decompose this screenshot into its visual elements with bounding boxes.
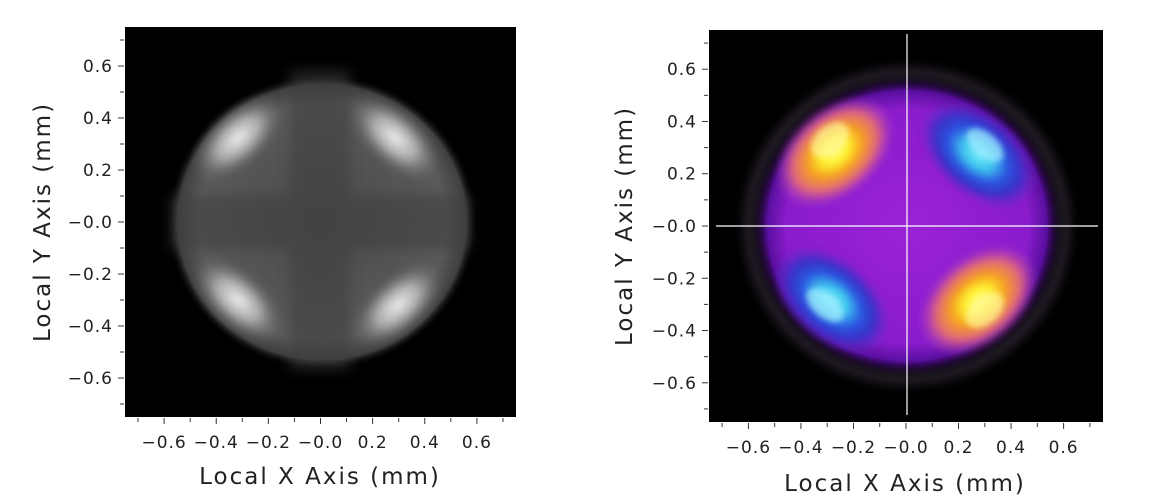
x-axis-label: Local X Axis (mm)	[784, 471, 1026, 497]
x-tick-label: −0.2	[246, 433, 291, 453]
y-tick-label: −0.2	[68, 265, 113, 285]
x-tick-label: −0.0	[298, 433, 343, 453]
y-tick-label: 0.6	[667, 60, 697, 80]
y-tick-label: 0.2	[83, 161, 113, 181]
y-tick-label: −0.0	[652, 217, 697, 237]
y-tick-label: −0.4	[68, 317, 113, 337]
y-tick-label: −0.0	[68, 213, 113, 233]
false-color-axes: −0.6 0.6 −0.4 0.4 −0.2 0.2 −0.0 −0.0 0.2 −0.2 0.4 −…	[652, 42, 1091, 458]
x-tick-label: −0.6	[141, 433, 186, 453]
y-axis-label: Local Y Axis (mm)	[30, 102, 56, 342]
x-axis-label: Local X Axis (mm)	[199, 464, 441, 490]
x-tick-label: 0.2	[944, 438, 974, 458]
false-color-intensity-image	[716, 34, 1098, 415]
grayscale-panel: −0.6 0.6 −0.4 0.4 −0.2 0.2 −0.0 −0.0 0.2 −0.2 0.4 −…	[30, 27, 516, 490]
x-tick-label: 0.4	[410, 433, 440, 453]
y-tick-label: −0.2	[652, 269, 697, 289]
x-tick-label: −0.2	[831, 438, 876, 458]
y-tick-label: 0.4	[83, 109, 113, 129]
y-tick-label: −0.6	[652, 374, 697, 394]
y-tick-label: 0.2	[667, 165, 697, 185]
y-tick-label: 0.4	[667, 112, 697, 132]
x-tick-label: −0.0	[883, 438, 928, 458]
x-tick-label: 0.2	[358, 433, 388, 453]
y-tick-label: −0.6	[68, 369, 113, 389]
x-tick-label: 0.4	[996, 438, 1026, 458]
x-tick-label: 0.6	[1049, 438, 1079, 458]
y-tick-label: −0.4	[652, 322, 697, 342]
x-tick-label: 0.6	[462, 433, 492, 453]
grayscale-intensity-image	[167, 70, 477, 370]
x-tick-label: −0.4	[778, 438, 823, 458]
x-tick-label: −0.6	[726, 438, 771, 458]
x-tick-label: −0.4	[194, 433, 239, 453]
y-tick-label: 0.6	[83, 57, 113, 77]
false-color-panel: −0.6 0.6 −0.4 0.4 −0.2 0.2 −0.0 −0.0 0.2 −0.2 0.4 −…	[612, 30, 1103, 497]
grayscale-axes: −0.6 0.6 −0.4 0.4 −0.2 0.2 −0.0 −0.0 0.2 −0.2 0.4 −…	[68, 39, 504, 453]
y-axis-label: Local Y Axis (mm)	[612, 106, 638, 346]
